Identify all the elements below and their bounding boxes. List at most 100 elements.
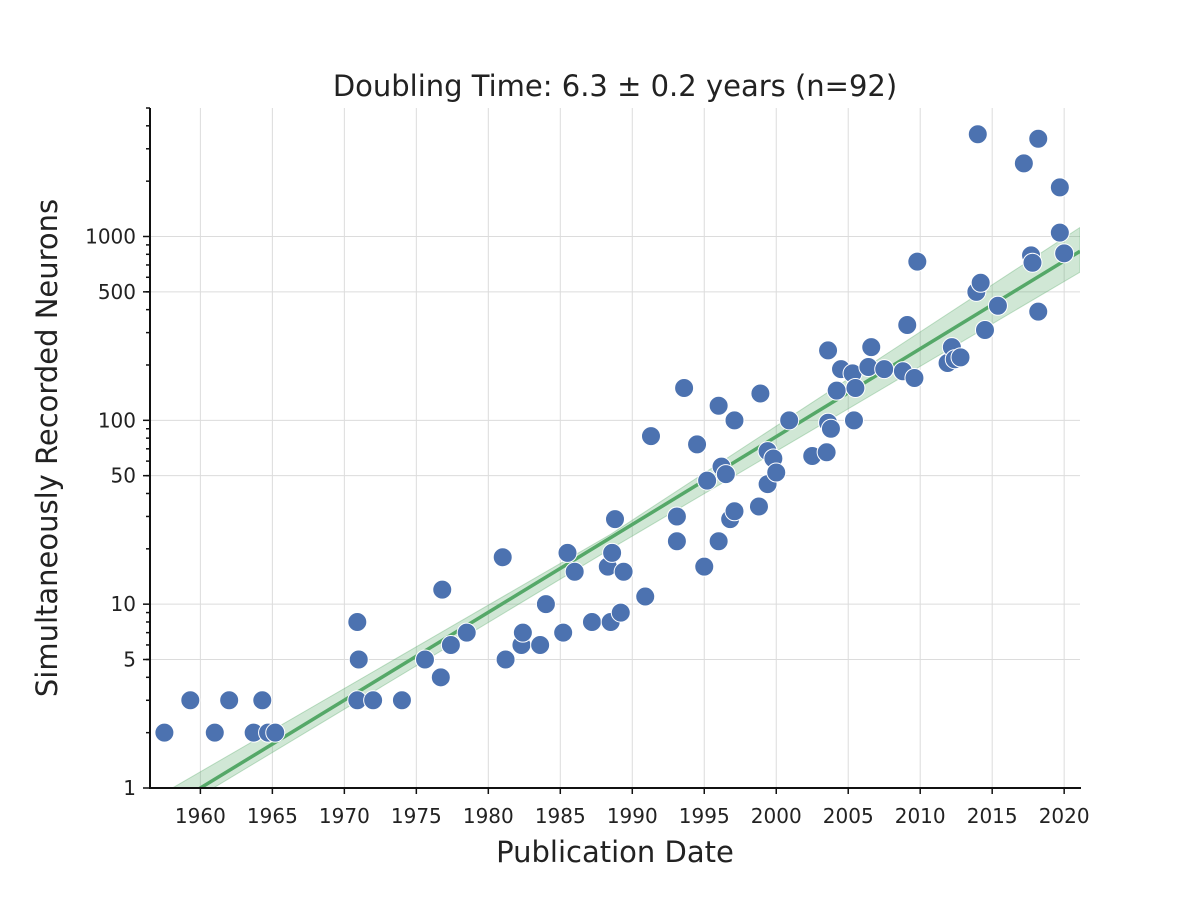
fit-line xyxy=(197,249,1080,788)
x-tick-label: 1990 xyxy=(607,804,658,828)
data-point xyxy=(635,586,656,607)
data-point xyxy=(970,272,991,293)
data-point xyxy=(512,622,533,643)
confidence-band-group xyxy=(171,226,1080,788)
data-point xyxy=(414,649,435,670)
data-point xyxy=(347,611,368,632)
data-point xyxy=(904,367,925,388)
data-point xyxy=(666,506,687,527)
data-point xyxy=(1054,243,1075,264)
data-point xyxy=(265,722,286,743)
confidence-band xyxy=(171,226,1080,788)
y-tick-label: 100 xyxy=(98,408,136,432)
data-point xyxy=(456,622,477,643)
x-tick-label: 2005 xyxy=(823,804,874,828)
data-point xyxy=(967,124,988,145)
data-point xyxy=(694,556,715,577)
data-point xyxy=(974,320,995,341)
data-point xyxy=(180,690,201,711)
chart-title: Doubling Time: 6.3 ± 0.2 years (n=92) xyxy=(333,69,897,103)
x-tick-label: 1975 xyxy=(391,804,442,828)
data-point xyxy=(1022,252,1043,273)
data-point xyxy=(861,337,882,358)
y-ticks: 1 5 10 50 100 500 1000 xyxy=(85,107,150,800)
data-point xyxy=(779,410,800,431)
x-axis-label: Publication Date xyxy=(496,835,734,869)
data-point xyxy=(724,501,745,522)
data-point xyxy=(724,410,745,431)
y-tick-label: 500 xyxy=(98,280,136,304)
data-point xyxy=(535,594,556,615)
data-point xyxy=(432,579,453,600)
x-tick-label: 1960 xyxy=(175,804,226,828)
data-point xyxy=(363,690,384,711)
data-point xyxy=(605,509,625,530)
data-point xyxy=(674,377,695,398)
data-point xyxy=(748,496,769,517)
data-point xyxy=(1028,128,1049,149)
data-point xyxy=(640,426,661,447)
data-point xyxy=(557,542,578,563)
y-tick-label: 10 xyxy=(111,592,136,616)
data-point xyxy=(348,649,369,670)
data-point xyxy=(495,649,516,670)
data-point xyxy=(530,634,551,655)
x-tick-label: 1985 xyxy=(535,804,586,828)
data-point xyxy=(581,611,602,632)
data-point xyxy=(610,602,631,623)
x-tick-label: 1965 xyxy=(247,804,298,828)
x-tick-label: 2000 xyxy=(751,804,802,828)
data-point xyxy=(564,561,585,582)
data-point xyxy=(987,295,1008,316)
data-point xyxy=(440,634,461,655)
x-ticks: 1960 1965 1970 1975 1980 1985 1990 1995 2000 2005… xyxy=(175,788,1090,828)
data-point xyxy=(708,531,729,552)
data-point xyxy=(818,340,839,361)
data-point xyxy=(950,347,971,368)
y-tick-label: 1 xyxy=(123,776,136,800)
data-point xyxy=(750,383,771,404)
data-point xyxy=(816,442,837,463)
data-point xyxy=(820,418,841,439)
data-point xyxy=(154,722,175,743)
x-tick-label: 2015 xyxy=(967,804,1018,828)
grid xyxy=(150,108,1080,789)
x-tick-label: 1980 xyxy=(463,804,514,828)
data-point xyxy=(845,377,866,398)
data-point xyxy=(1013,153,1034,174)
data-point xyxy=(613,561,634,582)
axes xyxy=(149,108,1081,789)
data-point xyxy=(874,359,895,380)
data-point xyxy=(204,722,225,743)
data-point xyxy=(1049,177,1070,198)
data-point xyxy=(252,690,273,711)
data-point xyxy=(666,531,687,552)
data-point xyxy=(766,462,787,483)
y-axis-label: Simultaneously Recorded Neurons xyxy=(30,199,64,697)
data-point xyxy=(826,380,847,401)
data-point xyxy=(715,464,736,485)
data-point xyxy=(897,315,918,336)
data-point xyxy=(219,690,240,711)
data-point xyxy=(907,251,928,272)
y-tick-label: 50 xyxy=(111,464,136,488)
data-point xyxy=(1028,301,1049,322)
x-tick-label: 2020 xyxy=(1039,804,1090,828)
data-point xyxy=(697,470,718,491)
y-tick-label: 5 xyxy=(123,648,136,672)
data-point xyxy=(492,547,513,568)
data-point xyxy=(430,667,451,688)
data-point xyxy=(553,622,574,643)
data-points xyxy=(154,124,1075,743)
data-point xyxy=(602,542,623,563)
data-point xyxy=(391,690,412,711)
data-point xyxy=(687,434,708,455)
y-tick-label: 1000 xyxy=(85,224,136,248)
x-tick-label: 1995 xyxy=(679,804,730,828)
x-tick-label: 2010 xyxy=(895,804,946,828)
fit-line-group xyxy=(197,249,1080,788)
data-point xyxy=(1049,222,1070,243)
x-tick-label: 1970 xyxy=(319,804,370,828)
data-point xyxy=(843,410,864,431)
